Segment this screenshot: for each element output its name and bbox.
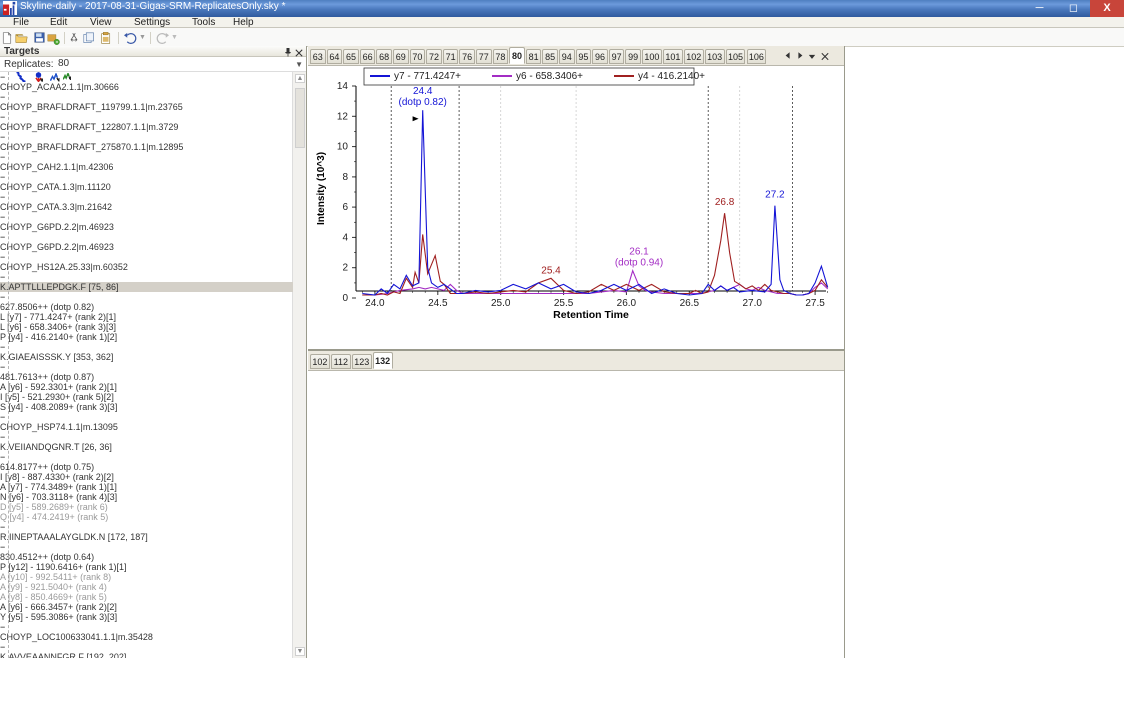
svg-text:(dotp 0.82): (dotp 0.82) [399,97,447,108]
svg-text:10: 10 [337,142,349,153]
svg-text:27.5: 27.5 [805,298,825,309]
svg-text:Intensity (10^3): Intensity (10^3) [316,152,327,225]
svg-text:26.0: 26.0 [617,298,637,309]
svg-text:8: 8 [342,172,348,183]
svg-text:24.0: 24.0 [365,298,385,309]
svg-text:Retention Time: Retention Time [553,309,629,321]
svg-text:25.0: 25.0 [491,298,511,309]
svg-text:27.0: 27.0 [742,298,762,309]
svg-text:y4 - 416.2140+: y4 - 416.2140+ [638,71,705,82]
svg-text:(dotp 0.94): (dotp 0.94) [615,258,663,269]
svg-text:y7 - 771.4247+: y7 - 771.4247+ [394,71,461,82]
svg-text:25.5: 25.5 [554,298,574,309]
svg-text:25.4: 25.4 [541,265,561,276]
svg-text:2: 2 [342,263,348,274]
svg-text:24.4: 24.4 [413,86,433,97]
svg-text:14: 14 [337,81,349,92]
svg-text:y6 - 658.3406+: y6 - 658.3406+ [516,71,583,82]
svg-text:26.1: 26.1 [629,247,649,258]
svg-text:4: 4 [342,232,348,243]
svg-text:26.8: 26.8 [715,197,735,208]
svg-text:27.2: 27.2 [765,190,785,201]
svg-text:26.5: 26.5 [680,298,700,309]
svg-text:0: 0 [342,293,348,304]
svg-text:24.5: 24.5 [428,298,448,309]
svg-text:6: 6 [342,202,348,213]
svg-text:12: 12 [337,111,349,122]
